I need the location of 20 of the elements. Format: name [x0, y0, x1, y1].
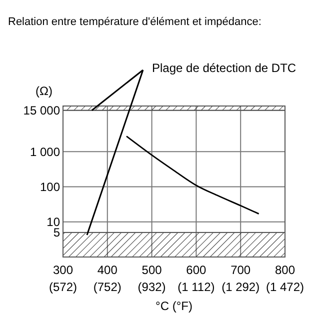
- x-tick-label: 600: [186, 263, 207, 277]
- x-tick-label: 500: [142, 263, 162, 277]
- x-axis-title: °C (°F): [156, 299, 192, 313]
- x2-tick-label: (932): [138, 280, 166, 294]
- x2-tick-label: (572): [48, 280, 78, 294]
- y-axis-title: (Ω): [36, 84, 52, 98]
- x-tick-label: 300: [52, 263, 74, 277]
- x2-tick-label: (752): [93, 280, 122, 294]
- y-tick-label: 1 000: [30, 144, 60, 159]
- x2-tick-label: (1 292): [222, 280, 260, 294]
- x2-tick-label: (1 112): [178, 280, 215, 294]
- x-tick-label: 700: [230, 263, 251, 277]
- x2-tick-label: (1 472): [266, 280, 304, 294]
- annotation: Plage de détection de DTC: [152, 61, 296, 75]
- line-series: [126, 136, 260, 214]
- x-tick-label: 400: [97, 263, 118, 277]
- x-tick-label: 800: [274, 263, 296, 277]
- y-tick-label: 100: [40, 180, 60, 194]
- y-tick-label: 15 000: [23, 104, 60, 118]
- chart-title: Relation entre température d'élément et impédance:: [8, 16, 262, 28]
